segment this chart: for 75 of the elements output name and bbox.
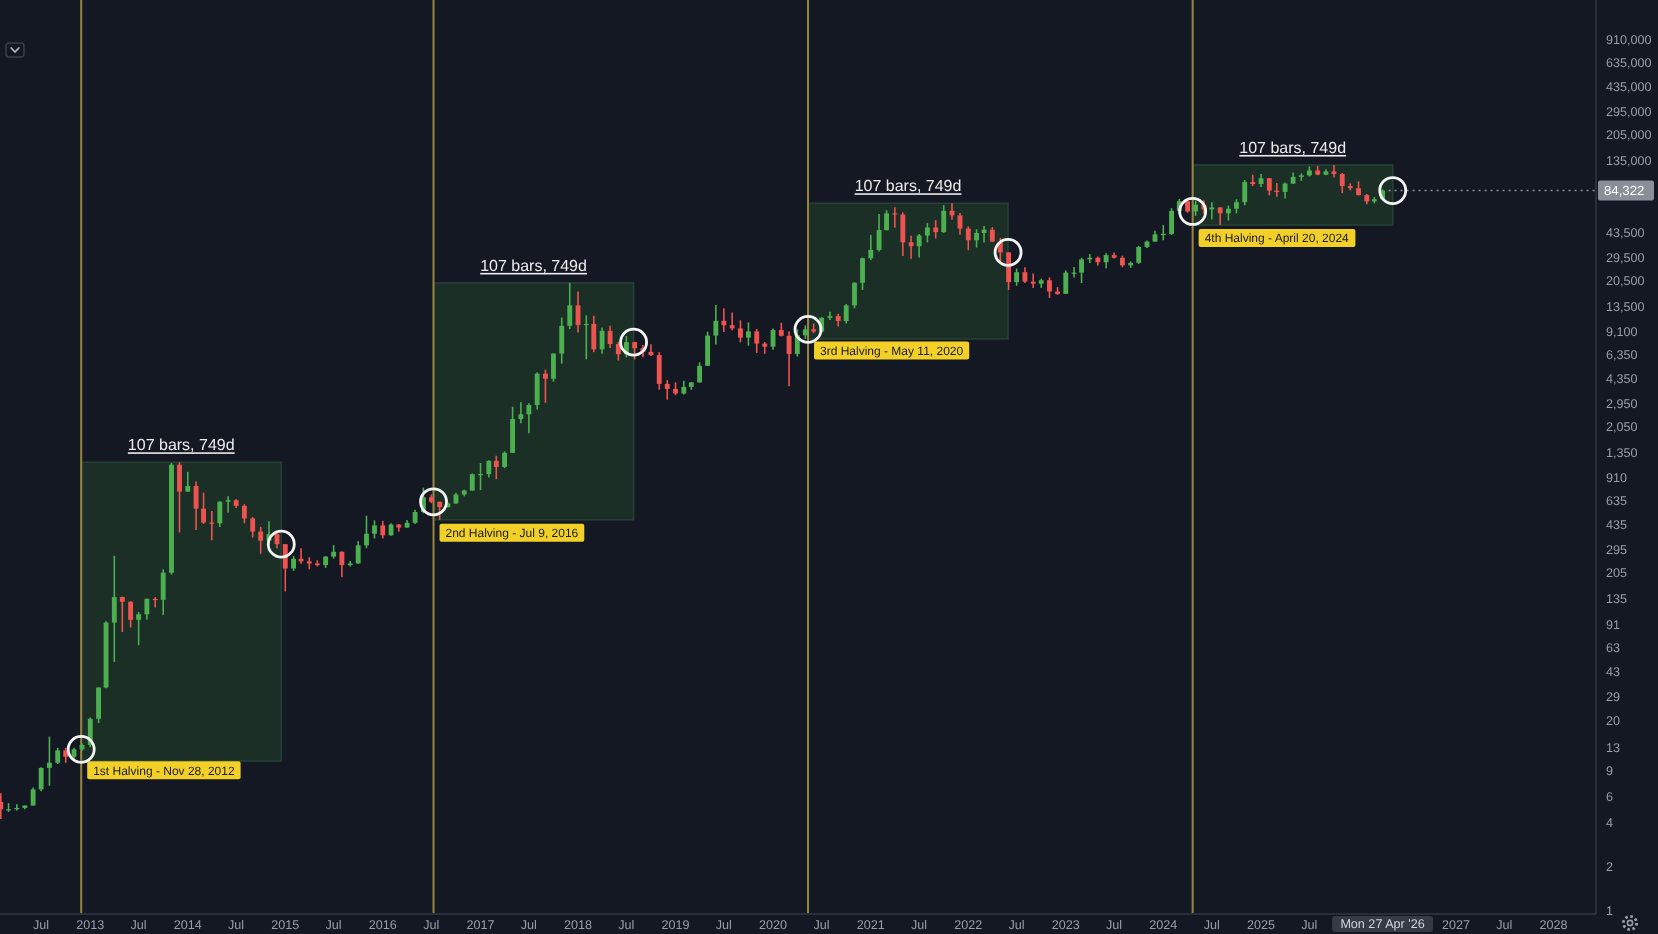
candlestick xyxy=(1006,251,1012,291)
candlestick xyxy=(721,307,727,333)
candlestick xyxy=(160,568,166,616)
candlestick xyxy=(1242,179,1248,207)
candlestick xyxy=(144,597,150,621)
candlestick xyxy=(111,555,117,663)
band-label: 107 bars, 749d xyxy=(127,436,235,455)
candlestick xyxy=(372,519,377,540)
candlestick xyxy=(729,311,735,332)
band-label: 107 bars, 749d xyxy=(854,177,962,196)
candlestick xyxy=(933,219,939,240)
candlestick xyxy=(1047,276,1052,299)
candlestick xyxy=(965,225,971,252)
candlestick xyxy=(250,516,256,539)
candlestick xyxy=(1250,173,1256,187)
candlestick xyxy=(1331,164,1337,179)
candlestick xyxy=(543,368,548,404)
candlestick xyxy=(916,233,922,259)
candlestick xyxy=(1209,201,1215,221)
candlestick xyxy=(1347,182,1353,192)
candlestick xyxy=(762,341,768,355)
candlestick xyxy=(201,491,206,525)
candlestick xyxy=(518,401,524,425)
candlestick xyxy=(615,341,621,362)
candlestick xyxy=(493,454,499,481)
candlestick xyxy=(1339,172,1345,194)
candlestick xyxy=(599,326,605,355)
candlestick xyxy=(607,325,613,349)
candlestick xyxy=(551,352,556,383)
band-label: 107 bars, 749d xyxy=(480,256,587,275)
candlestick xyxy=(697,361,703,384)
candlestick xyxy=(664,379,670,401)
candlestick xyxy=(738,319,743,344)
candlestick xyxy=(892,206,898,229)
candlestick xyxy=(713,304,719,346)
candlestick xyxy=(364,515,369,550)
candlestick xyxy=(136,611,142,647)
candlestick xyxy=(38,766,44,793)
candlestick xyxy=(258,526,264,555)
candlestick xyxy=(843,303,849,325)
candlestick xyxy=(177,461,182,534)
candlestick xyxy=(567,282,573,330)
candlestick xyxy=(754,328,760,354)
candlestick xyxy=(868,234,874,261)
candlestick xyxy=(941,204,947,234)
candlestick xyxy=(46,735,52,787)
candlestick xyxy=(860,256,865,291)
candlestick xyxy=(241,503,247,525)
candlestick xyxy=(355,540,361,565)
candlestick xyxy=(128,600,134,629)
candlestick xyxy=(1030,272,1036,289)
candlestick xyxy=(908,235,914,260)
candlestick xyxy=(900,211,906,257)
candlestick xyxy=(510,405,516,454)
candlestick xyxy=(119,595,125,633)
candlestick xyxy=(974,228,979,249)
candlestick xyxy=(1169,207,1174,236)
candlestick xyxy=(924,222,930,244)
candlestick xyxy=(185,471,191,493)
candlestick xyxy=(656,351,662,391)
candlestick xyxy=(1079,257,1084,284)
candlestick xyxy=(591,315,597,353)
candlestick xyxy=(876,213,882,253)
candlestick xyxy=(96,686,101,724)
candlestick xyxy=(526,402,532,434)
candlestick xyxy=(225,495,231,514)
candlestick xyxy=(559,316,565,365)
candlestick xyxy=(746,321,751,347)
candlestick xyxy=(705,330,711,367)
candlestick xyxy=(852,281,857,309)
candlestick xyxy=(339,550,345,579)
candlestick xyxy=(534,371,540,411)
candlestick xyxy=(827,310,833,321)
candlestick xyxy=(217,500,223,528)
band-label: 107 bars, 749d xyxy=(1239,138,1347,157)
